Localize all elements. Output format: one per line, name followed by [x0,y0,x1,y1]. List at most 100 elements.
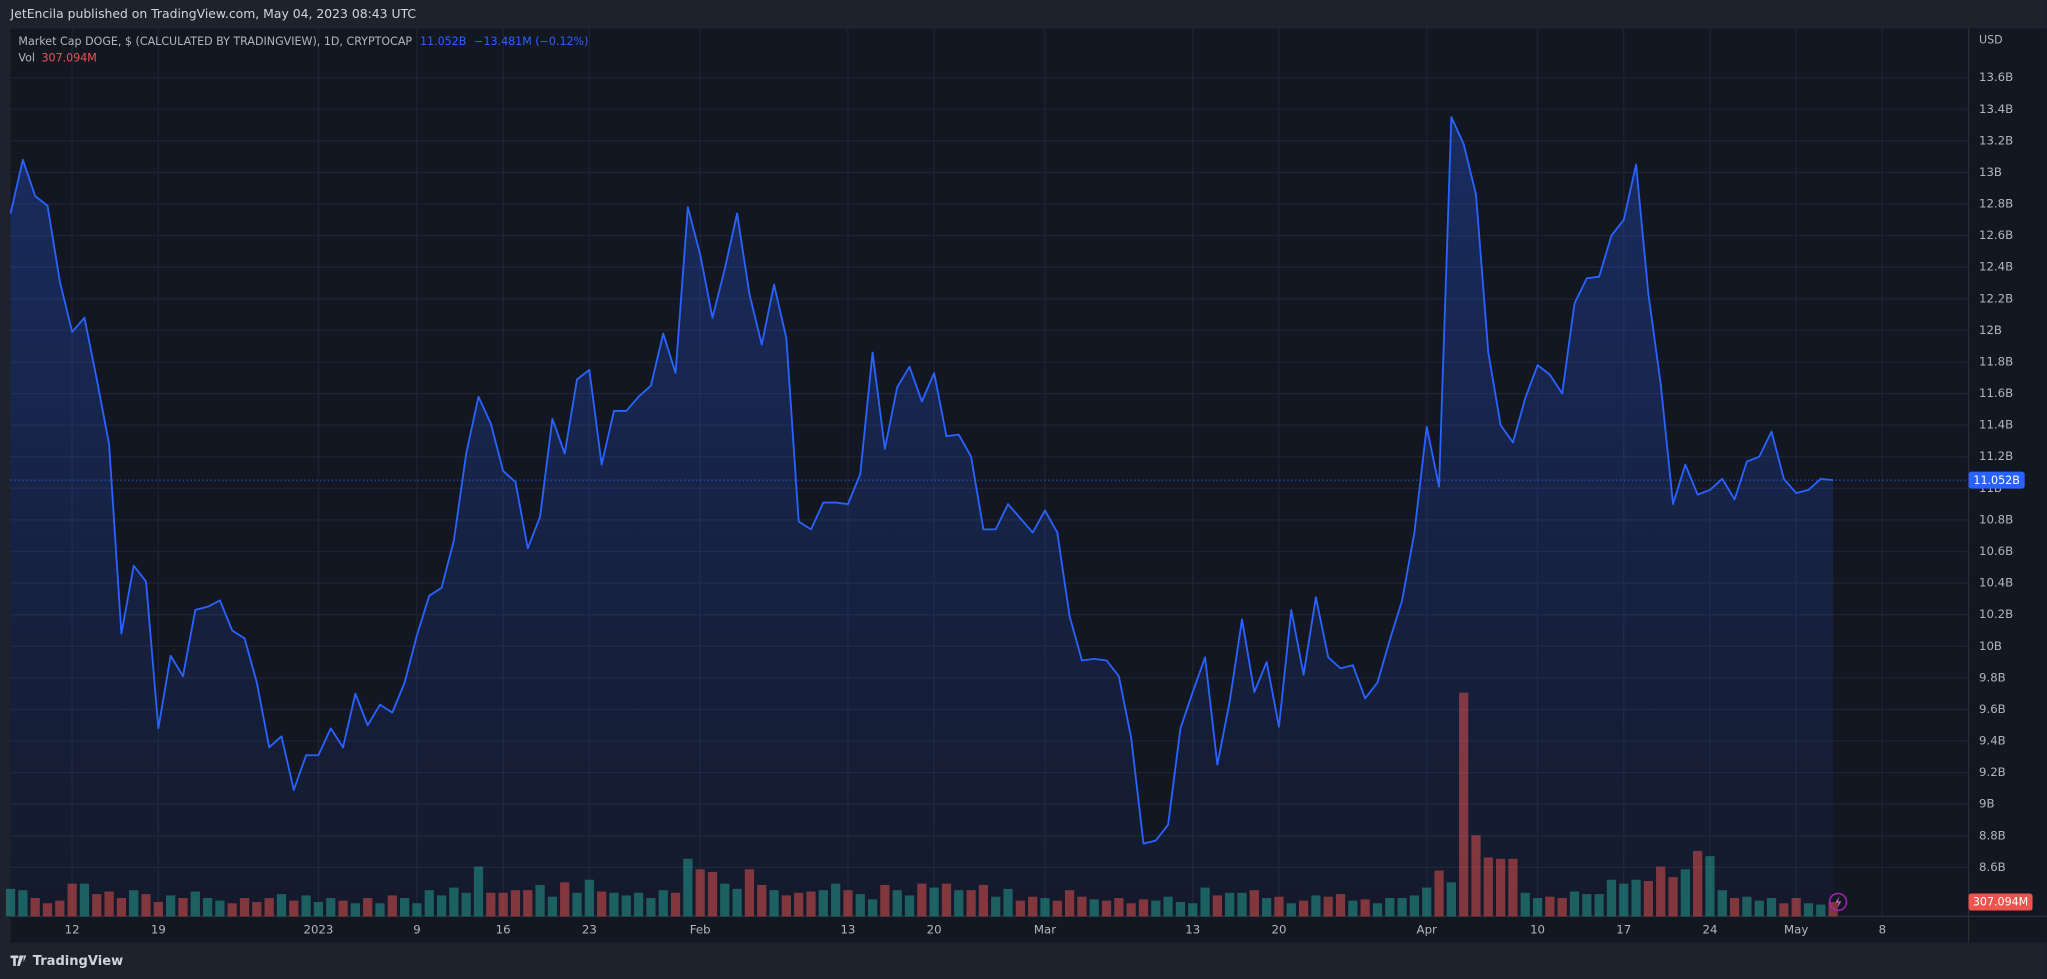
volume-bar [1729,898,1740,917]
volume-bar [92,894,102,917]
volume-bar [991,896,1001,917]
volume-bar [1643,881,1654,917]
volume-bar [1200,887,1210,917]
x-tick-label: 2023 [303,923,333,937]
volume-bar [794,892,804,917]
legend-vol-value: 307.094M [41,52,96,65]
volume-bar [301,895,311,917]
volume-bar [424,890,434,917]
volume-bar [1471,835,1481,917]
y-tick-label: 11.2B [1979,449,2013,463]
volume-bar [1668,877,1678,917]
volume-bar [252,901,262,917]
x-tick-label: Apr [1417,923,1437,937]
legend-series-name: Market Cap DOGE, $ (CALCULATED BY TRADIN… [18,35,412,48]
volume-tag [1968,893,2033,911]
legend-change: −13.481M (−0.12%) [474,35,588,48]
volume-bar [572,892,582,917]
volume-bar [1803,903,1814,917]
x-tick-label: 20 [927,923,942,937]
y-tick-label: 8.8B [1979,828,2006,842]
volume-bar [966,890,976,917]
y-tick-label: 9.4B [1979,734,2006,748]
area-shade [10,117,1834,917]
volume-bar [1495,858,1506,917]
y-tick-label: 13B [1979,165,2002,179]
volume-bar [1138,899,1149,917]
volume-bar [880,884,890,917]
volume-bar [5,888,16,917]
y-tick-label: 10.2B [1979,607,2013,621]
volume-bar [1163,896,1173,917]
volume-bar [1225,892,1235,917]
volume-bar [116,898,127,917]
volume-bar [387,895,397,917]
event-icon[interactable] [1828,892,1848,912]
y-tick-label: 12.6B [1979,228,2013,242]
volume-bar [1212,895,1222,917]
y-tick-label: 11.6B [1979,386,2013,400]
volume-bar [1114,898,1124,917]
logo: TradingView [10,954,123,969]
volume-bar [1779,903,1789,917]
volume-bar [42,903,53,917]
volume-bar [1680,869,1690,917]
volume-bar [1619,883,1629,917]
volume-bar [744,869,755,917]
volume-bar [129,890,139,917]
volume-bar [695,869,705,917]
volume-bar [338,900,348,917]
volume-bar [978,884,989,917]
plot [5,116,1969,917]
volume-bar [621,895,631,917]
price-line [9,116,1834,845]
volume-bar [1101,900,1112,917]
volume-bar [1717,890,1727,917]
volume-bar [1569,891,1580,917]
volume-bar [190,891,200,917]
volume-bar [1052,900,1062,917]
volume-bar [1323,896,1333,917]
volume-bar [584,879,594,917]
volume-bar [1532,898,1543,917]
volume-bar [1385,898,1395,917]
volume-bar [892,890,902,917]
x-tick-label: May [1784,923,1808,937]
volume-bar [1262,898,1272,917]
volume-bar [1040,898,1050,917]
volume-bar [239,898,250,917]
y-tick-label: 11.4B [1979,418,2013,432]
volume-bar [1028,896,1038,917]
time-axis [10,916,2047,943]
volume-bar [1188,903,1198,917]
volume-bar [720,883,730,917]
volume-bar [1335,894,1346,917]
volume-bar [670,892,681,917]
volume-bar [1446,882,1456,917]
legend-value: 11.052B [420,35,466,48]
volume-bar [1175,901,1186,917]
volume-bar [313,901,324,917]
volume-bar [757,884,767,917]
volume-bar [1459,692,1469,917]
y-tick-label: 12B [1979,323,2002,337]
volume-bar [1298,900,1309,917]
volume-bar [1348,900,1358,917]
volume-bar [1151,900,1161,917]
volume-bar [954,890,964,917]
volume-bar [1557,898,1567,917]
y-tick-label: 13.6B [1979,70,2013,84]
volume-bar [831,883,841,917]
volume-bar [781,895,791,917]
volume-bar [202,898,213,917]
volume-bar [633,892,644,917]
x-tick-label: 13 [840,923,855,937]
price-tag [1968,471,2025,489]
event-bolt [1835,896,1842,908]
volume-bar [560,882,570,917]
x-tick-label: Mar [1034,923,1056,937]
volume-bar [769,890,779,917]
volume-bar [1631,879,1641,917]
y-tick-label: 11.8B [1979,354,2013,368]
